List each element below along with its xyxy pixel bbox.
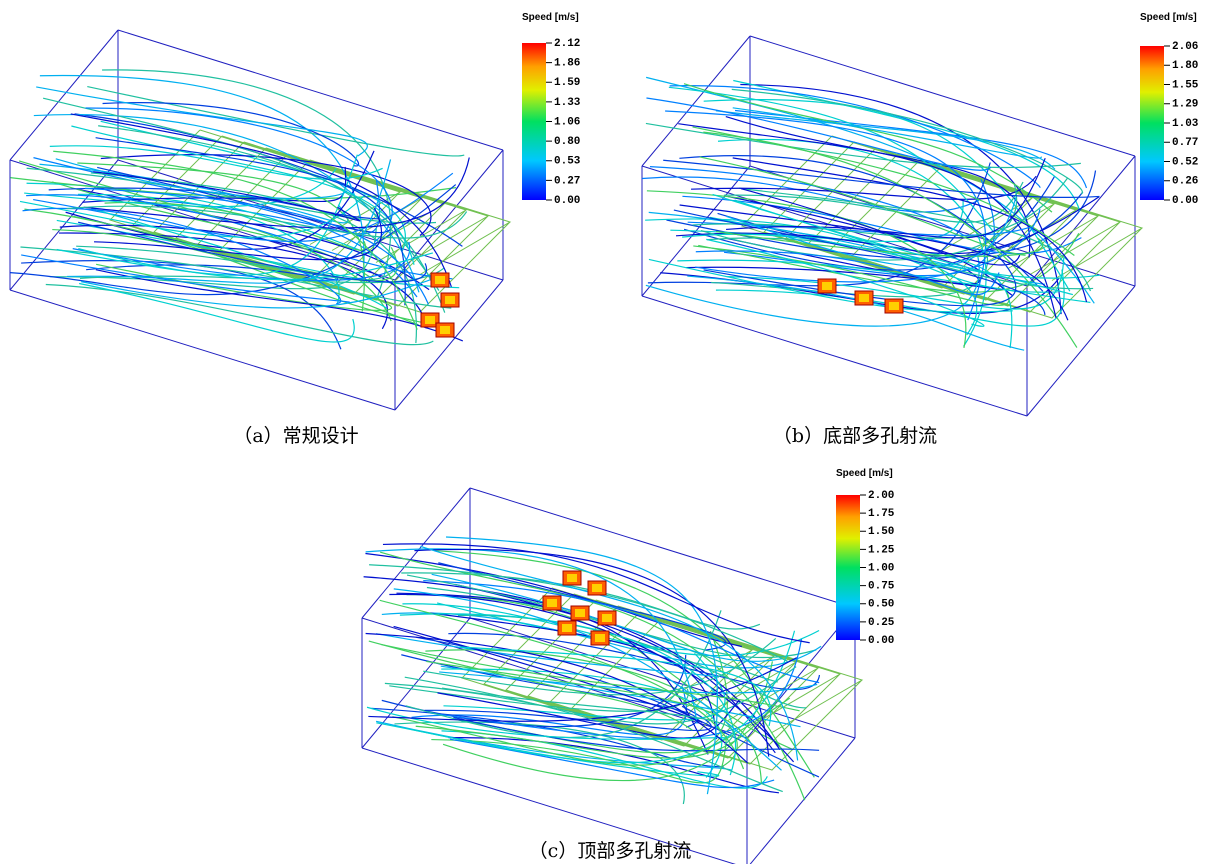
colorbar-tick-label: 0.77 — [1172, 137, 1198, 149]
colorbar-tick-label: 0.75 — [868, 581, 895, 593]
caption: （a）常规设计 — [233, 425, 358, 447]
panel: Speed [m/s] 2.12 1.86 1.59 1.33 1.06 0.80 0.53 0… — [10, 12, 581, 447]
jet-core — [567, 574, 577, 582]
box-edge — [362, 488, 470, 618]
colorbar-tick-label: 1.25 — [868, 544, 895, 556]
streamline — [87, 87, 464, 156]
jet-core — [435, 276, 445, 284]
colorbar-tick-label: 1.86 — [554, 58, 580, 70]
jet-core — [595, 634, 605, 642]
figure: Speed [m/s] 2.12 1.86 1.59 1.33 1.06 0.80 0.53 0… — [0, 0, 1221, 864]
colorbar-tick-label: 0.00 — [554, 195, 580, 207]
legend-title: Speed [m/s] — [1140, 12, 1197, 23]
colorbar-tick-label: 0.80 — [554, 136, 580, 148]
jet-core — [592, 584, 602, 592]
panel: Speed [m/s] 2.00 1.75 1.50 1.25 1.00 0.75 0.50 0… — [362, 468, 895, 864]
colorbar-tick-label: 2.00 — [868, 490, 894, 502]
colorbar-tick-label: 2.06 — [1172, 41, 1198, 53]
colorbar-tick-label: 1.55 — [1172, 79, 1199, 91]
box-edge — [10, 30, 118, 160]
box-edge — [642, 296, 1027, 416]
jet-core — [859, 294, 869, 302]
colorbar-tick-label: 0.53 — [554, 156, 581, 168]
colorbar-tick-label: 2.12 — [554, 38, 580, 50]
jet-core — [425, 316, 435, 324]
colorbar-tick-label: 0.27 — [554, 175, 580, 187]
colorbar-tick-label: 1.33 — [554, 97, 581, 109]
colorbar-tick-label: 0.52 — [1172, 156, 1198, 168]
streamline — [684, 84, 1052, 212]
colorbar-tick-label: 1.75 — [868, 508, 895, 520]
caption: （c）顶部多孔射流 — [529, 840, 692, 862]
colorbar-tick-label: 1.50 — [868, 526, 894, 538]
caption: （b）底部多孔射流 — [773, 425, 937, 447]
legend-title: Speed [m/s] — [836, 468, 893, 479]
box-edge — [642, 36, 750, 166]
jet-core — [445, 296, 455, 304]
colorbar-tick-label: 0.25 — [868, 617, 895, 629]
colorbar-tick-label: 0.26 — [1172, 176, 1198, 188]
panel: Speed [m/s] 2.06 1.80 1.55 1.29 1.03 0.77 0.52 0… — [642, 12, 1199, 447]
colorbar-tick-label: 0.00 — [1172, 195, 1198, 207]
colorbar-tick-label: 0.00 — [868, 635, 894, 647]
colorbar-tick-label: 0.50 — [868, 599, 894, 611]
jet-core — [547, 599, 557, 607]
colorbar-tick-label: 1.06 — [554, 116, 580, 128]
colorbar — [522, 43, 546, 200]
colorbar-tick-label: 1.00 — [868, 562, 894, 574]
jet-core — [889, 302, 899, 310]
streamline — [79, 283, 354, 342]
colorbar — [1140, 46, 1164, 200]
colorbar-tick-label: 1.03 — [1172, 118, 1199, 130]
legend-title: Speed [m/s] — [522, 12, 579, 23]
streamline — [728, 197, 1013, 296]
colorbar-tick-label: 1.29 — [1172, 99, 1198, 111]
jet-core — [602, 614, 612, 622]
colorbar-tick-label: 1.80 — [1172, 60, 1198, 72]
jet-core — [440, 326, 450, 334]
jet-core — [575, 609, 585, 617]
box-edge — [1027, 286, 1135, 416]
jet-core — [562, 624, 572, 632]
colorbar — [836, 495, 860, 640]
jet-core — [822, 282, 832, 290]
colorbar-tick-label: 1.59 — [554, 77, 580, 89]
